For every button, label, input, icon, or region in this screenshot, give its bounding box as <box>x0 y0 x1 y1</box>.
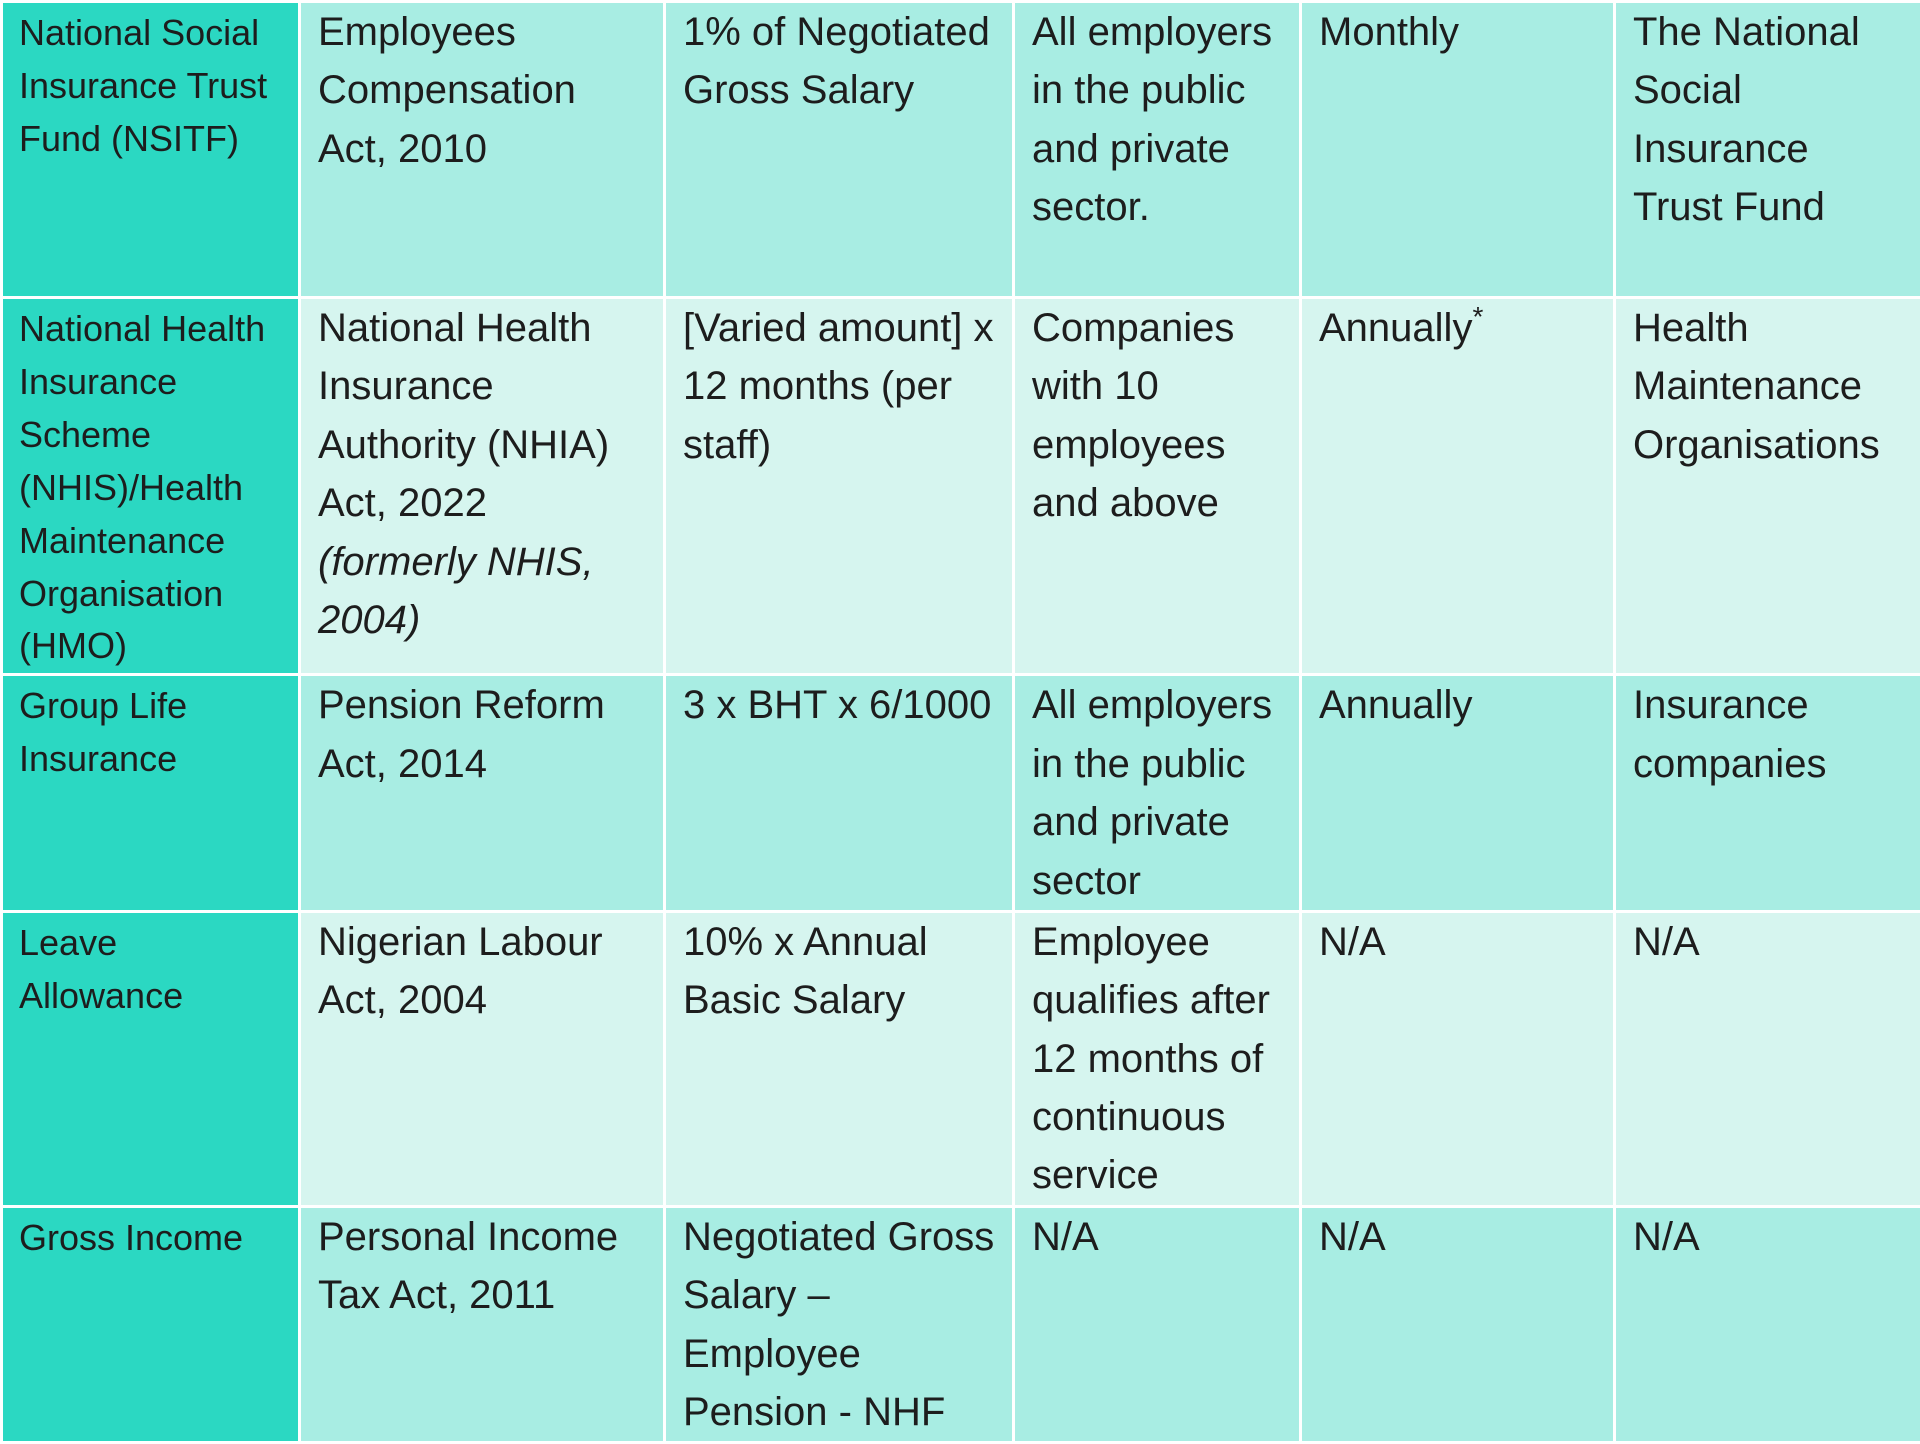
frequency-cell: Annually* <box>1301 298 1615 675</box>
law-text: Employees Compensation Act, 2010 <box>318 10 576 171</box>
computation-cell: 10% x Annual Basic Salary <box>665 911 1014 1206</box>
frequency-text: N/A <box>1319 1215 1386 1259</box>
law-cell: Pension Reform Act, 2014 <box>300 675 665 912</box>
law-text: National Health Insurance Authority (NHI… <box>318 306 609 525</box>
administrator-cell: Insurance companies <box>1615 675 1920 912</box>
applies-to-cell: All employers in the public and private … <box>1014 675 1301 912</box>
scheme-cell: Gross Income <box>2 1206 300 1443</box>
frequency-text: N/A <box>1319 920 1386 964</box>
computation-cell: [Varied amount] x 12 months (per staff) <box>665 298 1014 675</box>
administrator-cell: The National Social Insurance Trust Fund <box>1615 2 1920 298</box>
applies-to-cell: N/A <box>1014 1206 1301 1443</box>
frequency-cell: Annually <box>1301 675 1615 912</box>
law-cell: Nigerian Labour Act, 2004 <box>300 911 665 1206</box>
frequency-text: Monthly <box>1319 10 1459 54</box>
law-text: Nigerian Labour Act, 2004 <box>318 920 603 1022</box>
table-row: National Social Insurance Trust Fund (NS… <box>2 2 1920 298</box>
footnote-asterisk: * <box>1472 301 1483 332</box>
scheme-cell: National Health Insurance Scheme (NHIS)/… <box>2 298 300 675</box>
administrator-cell: N/A <box>1615 911 1920 1206</box>
applies-to-cell: Companies with 10 employees and above <box>1014 298 1301 675</box>
frequency-text: Annually <box>1319 683 1472 727</box>
table-row: Leave Allowance Nigerian Labour Act, 200… <box>2 911 1920 1206</box>
frequency-cell: N/A <box>1301 911 1615 1206</box>
computation-cell: 3 x BHT x 6/1000 <box>665 675 1014 912</box>
scheme-cell: National Social Insurance Trust Fund (NS… <box>2 2 300 298</box>
administrator-cell: N/A <box>1615 1206 1920 1443</box>
frequency-cell: Monthly <box>1301 2 1615 298</box>
computation-cell: Negotiated Gross Salary – Employee Pensi… <box>665 1206 1014 1443</box>
administrator-cell: Health Maintenance Organisations <box>1615 298 1920 675</box>
law-text: Personal Income Tax Act, 2011 <box>318 1215 618 1317</box>
applies-to-cell: All employers in the public and private … <box>1014 2 1301 298</box>
law-cell: Employees Compensation Act, 2010 <box>300 2 665 298</box>
frequency-text: Annually <box>1319 306 1472 350</box>
scheme-cell: Group Life Insurance <box>2 675 300 912</box>
applies-to-cell: Employee qualifies after 12 months of co… <box>1014 911 1301 1206</box>
law-cell: National Health Insurance Authority (NHI… <box>300 298 665 675</box>
frequency-cell: N/A <box>1301 1206 1615 1443</box>
table-row: Gross Income Personal Income Tax Act, 20… <box>2 1206 1920 1443</box>
computation-cell: 1% of Negotiated Gross Salary <box>665 2 1014 298</box>
law-text: Pension Reform Act, 2014 <box>318 683 605 785</box>
law-cell: Personal Income Tax Act, 2011 <box>300 1206 665 1443</box>
scheme-cell: Leave Allowance <box>2 911 300 1206</box>
table-row: National Health Insurance Scheme (NHIS)/… <box>2 298 1920 675</box>
table-row: Group Life Insurance Pension Reform Act,… <box>2 675 1920 912</box>
law-note: (formerly NHIS, 2004) <box>318 540 594 642</box>
